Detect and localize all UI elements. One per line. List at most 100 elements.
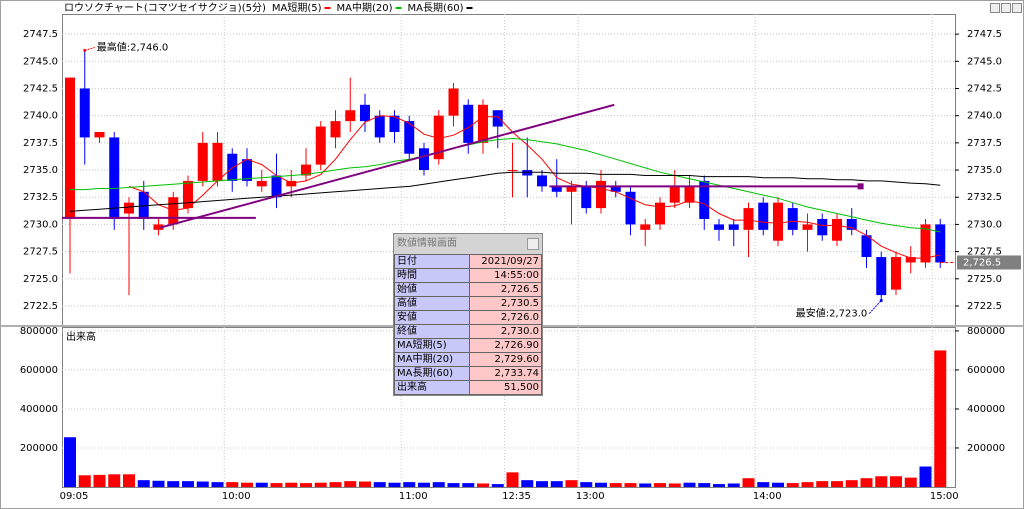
candle-body xyxy=(935,224,946,263)
candle-body xyxy=(891,257,901,290)
y-tick-label: 800000 xyxy=(20,326,58,337)
candle-body xyxy=(581,186,592,209)
candle-body xyxy=(728,224,739,230)
candle-body xyxy=(905,257,916,263)
button[interactable] xyxy=(990,3,1000,13)
candle-body xyxy=(861,235,872,258)
volume-bar xyxy=(93,474,106,487)
trendline xyxy=(159,103,615,229)
volume-bar xyxy=(152,480,165,487)
x-tick-label: 13:00 xyxy=(576,491,605,502)
info-key: MA短期(5) xyxy=(394,338,470,353)
y-tick-label: 2747.5 xyxy=(23,29,58,40)
volume-bar xyxy=(196,481,209,487)
info-key: 日付 xyxy=(394,254,470,269)
close-button[interactable] xyxy=(527,238,539,250)
candle-body xyxy=(286,180,297,187)
volume-bar xyxy=(801,482,814,487)
candle-body xyxy=(625,191,636,225)
info-key: 出来高 xyxy=(394,380,470,395)
y-tick-label: 2735.0 xyxy=(23,165,58,176)
legend-swatch xyxy=(395,7,402,9)
info-panel[interactable]: 数値情報画面 日付 2021/09/27 時間 14:55:00 始値 2,726.5 高値… xyxy=(393,233,543,396)
volume-bar xyxy=(683,482,696,487)
button[interactable] xyxy=(1012,3,1022,13)
candle-body xyxy=(227,153,238,181)
x-tick-label: 14:00 xyxy=(753,491,782,502)
y2-tick-label: 2742.5 xyxy=(967,83,1002,94)
info-value: 2,730.0 xyxy=(469,324,542,339)
volume-bar xyxy=(270,483,283,487)
y-tick-label: 2722.5 xyxy=(23,301,58,312)
volume-bar xyxy=(624,483,637,487)
legend-label: MA短期(5) xyxy=(272,1,322,14)
volume-bar xyxy=(668,483,681,487)
candle-body xyxy=(655,202,665,225)
volume-bar xyxy=(550,481,563,487)
candle-body xyxy=(610,186,621,192)
volume-bar xyxy=(875,476,888,487)
button[interactable] xyxy=(1001,3,1011,13)
candle-body xyxy=(832,218,842,241)
candle-body xyxy=(404,121,415,154)
candle-body xyxy=(389,115,400,132)
candle-body xyxy=(448,88,459,116)
volume-bar xyxy=(64,437,76,487)
volume-bar xyxy=(211,482,224,487)
volume-bar xyxy=(432,482,445,487)
volume-bar xyxy=(904,477,917,487)
info-key: 高値 xyxy=(394,296,470,311)
y2-tick-label: 2732.5 xyxy=(967,192,1002,203)
info-key: 始値 xyxy=(394,282,470,297)
candle-body xyxy=(684,186,695,203)
volume-bar xyxy=(241,482,253,487)
ma-line xyxy=(128,115,941,259)
volume-title: 出来高 xyxy=(66,330,96,343)
y2-tick-label: 2727.5 xyxy=(967,247,1002,258)
y2-tick-label: 2735.0 xyxy=(967,165,1002,176)
volume-bar xyxy=(816,481,829,487)
candle-body xyxy=(773,202,783,241)
candle-body xyxy=(242,159,252,181)
volume-bar xyxy=(845,480,858,487)
volume-bar xyxy=(831,481,843,487)
window-buttons[interactable] xyxy=(990,3,1022,13)
info-row: 時間 14:55:00 xyxy=(394,268,542,283)
x-tick-label: 09:05 xyxy=(60,491,89,502)
info-row: 高値 2,730.5 xyxy=(394,296,542,311)
candle-body xyxy=(138,191,149,219)
candle-body xyxy=(183,180,193,209)
candle-body xyxy=(802,224,813,230)
info-key: 安値 xyxy=(394,310,470,325)
volume-bar xyxy=(447,483,460,487)
candle-body xyxy=(876,257,887,296)
candle-body xyxy=(714,224,724,230)
y2-tick-label: 200000 xyxy=(967,443,1005,454)
candle-body xyxy=(315,126,326,165)
volume-bar xyxy=(108,474,121,487)
volume-bar xyxy=(521,480,534,487)
info-value: 2021/09/27 xyxy=(469,254,542,269)
volume-bar xyxy=(285,482,298,487)
candle-body xyxy=(817,218,828,236)
info-key: MA中期(20) xyxy=(394,352,470,367)
y2-tick-label: 600000 xyxy=(967,365,1005,376)
candle-body xyxy=(301,164,311,176)
candle-body xyxy=(463,104,474,143)
candle-body xyxy=(360,104,370,122)
volume-bar xyxy=(786,483,799,487)
info-value: 2,733.74 xyxy=(469,366,542,381)
y-tick-label: 400000 xyxy=(20,404,58,415)
candle-body xyxy=(153,224,164,230)
candle-body xyxy=(846,218,857,230)
info-value: 2,730.5 xyxy=(469,296,542,311)
volume-bar xyxy=(182,481,194,487)
candle-body xyxy=(271,175,282,198)
candle-body xyxy=(743,208,754,230)
volume-bar xyxy=(226,482,239,487)
info-row: 出来高 51,500 xyxy=(394,380,542,395)
info-panel-title-text: 数値情報画面 xyxy=(397,238,457,249)
info-value: 2,729.60 xyxy=(469,352,542,367)
legend-swatch xyxy=(466,7,473,9)
volume-bar xyxy=(403,482,416,487)
